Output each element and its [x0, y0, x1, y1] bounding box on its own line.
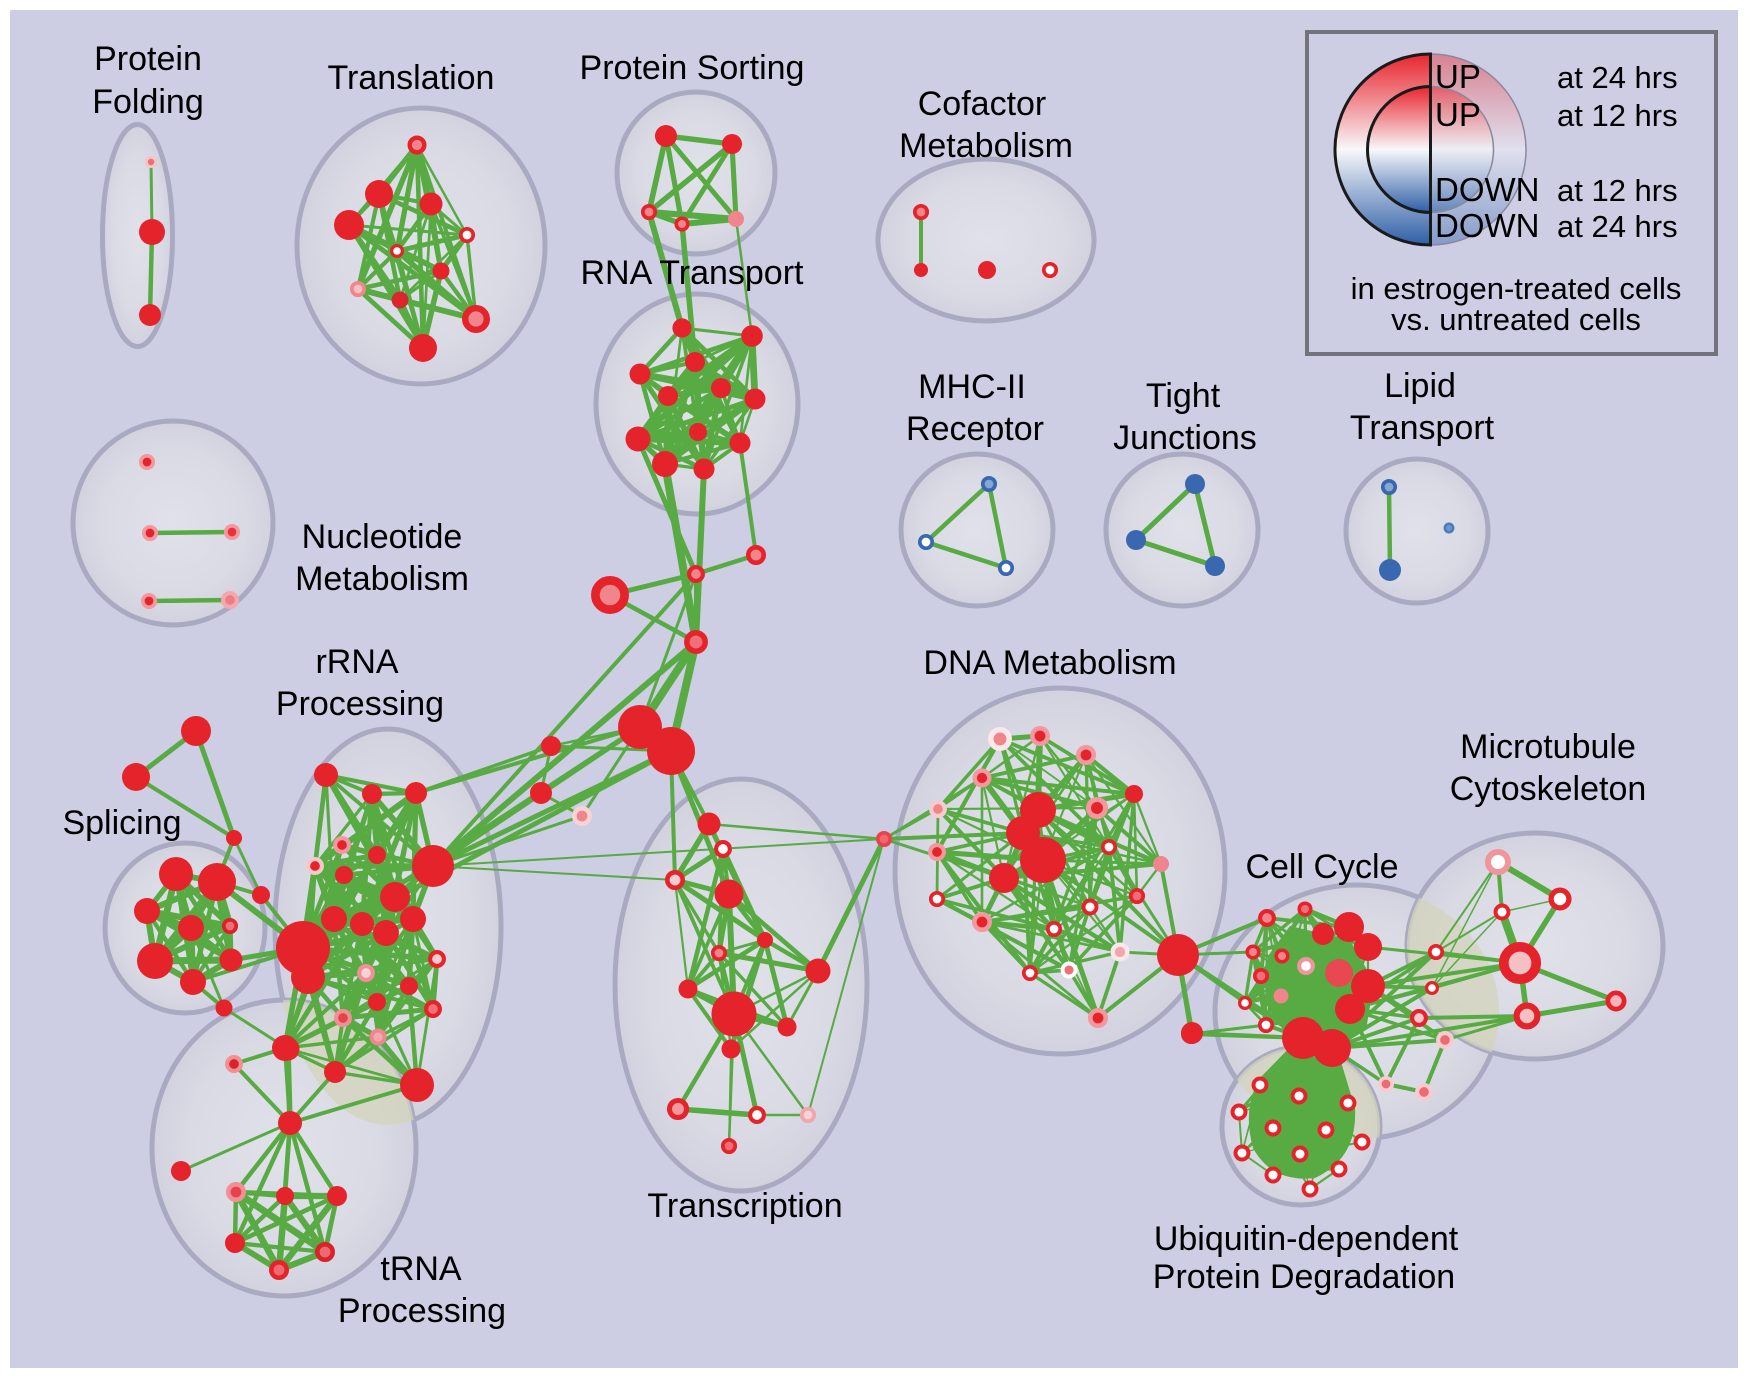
svg-text:Transcription: Transcription [647, 1187, 842, 1225]
svg-text:Metabolism: Metabolism [899, 127, 1073, 165]
svg-text:Metabolism: Metabolism [295, 560, 469, 598]
svg-text:DNA Metabolism: DNA Metabolism [923, 644, 1176, 682]
svg-text:UP: UP [1435, 58, 1481, 95]
svg-text:Protein: Protein [94, 40, 202, 78]
svg-text:Nucleotide: Nucleotide [302, 518, 463, 556]
svg-text:MHC-II: MHC-II [918, 368, 1026, 406]
svg-text:UP: UP [1435, 96, 1481, 133]
svg-text:Ubiquitin-dependent: Ubiquitin-dependent [1154, 1220, 1459, 1258]
svg-text:Transport: Transport [1350, 409, 1495, 447]
svg-text:vs. untreated cells: vs. untreated cells [1391, 302, 1641, 337]
svg-text:Translation: Translation [328, 59, 495, 97]
svg-text:DOWN: DOWN [1435, 207, 1539, 244]
svg-text:Processing: Processing [276, 685, 444, 723]
svg-text:Protein Degradation: Protein Degradation [1153, 1258, 1455, 1296]
svg-text:Receptor: Receptor [906, 410, 1044, 448]
svg-text:RNA Transport: RNA Transport [581, 254, 805, 292]
svg-text:at 24 hrs: at 24 hrs [1557, 209, 1678, 244]
svg-text:Splicing: Splicing [62, 804, 181, 842]
svg-text:at 24 hrs: at 24 hrs [1557, 60, 1678, 95]
svg-text:tRNA: tRNA [380, 1250, 462, 1288]
svg-text:Protein Sorting: Protein Sorting [580, 49, 805, 87]
svg-text:DOWN: DOWN [1435, 171, 1539, 208]
svg-text:Microtubule: Microtubule [1460, 728, 1636, 766]
svg-text:in estrogen-treated cells: in estrogen-treated cells [1351, 271, 1682, 306]
svg-text:Folding: Folding [92, 83, 204, 121]
svg-text:Junctions: Junctions [1113, 419, 1257, 457]
svg-text:at 12 hrs: at 12 hrs [1557, 173, 1678, 208]
svg-text:at 12 hrs: at 12 hrs [1557, 98, 1678, 133]
svg-text:Cytoskeleton: Cytoskeleton [1450, 770, 1647, 808]
svg-text:Tight: Tight [1146, 377, 1221, 415]
svg-text:Lipid: Lipid [1384, 367, 1456, 405]
svg-text:rRNA: rRNA [315, 643, 398, 681]
svg-text:Processing: Processing [338, 1292, 506, 1330]
svg-text:Cofactor: Cofactor [918, 85, 1047, 123]
svg-text:Cell Cycle: Cell Cycle [1245, 848, 1398, 886]
